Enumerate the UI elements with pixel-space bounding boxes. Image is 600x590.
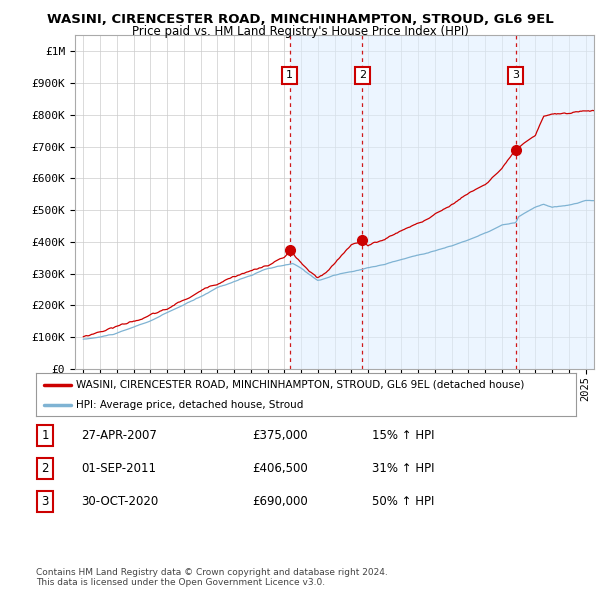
Text: Price paid vs. HM Land Registry's House Price Index (HPI): Price paid vs. HM Land Registry's House … <box>131 25 469 38</box>
Text: 2: 2 <box>359 70 366 80</box>
Text: 27-APR-2007: 27-APR-2007 <box>81 430 157 442</box>
Text: 31% ↑ HPI: 31% ↑ HPI <box>372 463 434 476</box>
Text: WASINI, CIRENCESTER ROAD, MINCHINHAMPTON, STROUD, GL6 9EL (detached house): WASINI, CIRENCESTER ROAD, MINCHINHAMPTON… <box>77 380 525 390</box>
Text: Contains HM Land Registry data © Crown copyright and database right 2024.
This d: Contains HM Land Registry data © Crown c… <box>36 568 388 587</box>
Text: 1: 1 <box>41 430 49 442</box>
Text: 30-OCT-2020: 30-OCT-2020 <box>81 496 158 509</box>
Text: HPI: Average price, detached house, Stroud: HPI: Average price, detached house, Stro… <box>77 401 304 410</box>
Text: 3: 3 <box>512 70 520 80</box>
Text: £690,000: £690,000 <box>252 496 308 509</box>
Text: £406,500: £406,500 <box>252 463 308 476</box>
Text: 3: 3 <box>41 496 49 509</box>
Text: 01-SEP-2011: 01-SEP-2011 <box>81 463 156 476</box>
Text: 2: 2 <box>41 463 49 476</box>
Text: 15% ↑ HPI: 15% ↑ HPI <box>372 430 434 442</box>
Text: 50% ↑ HPI: 50% ↑ HPI <box>372 496 434 509</box>
Text: £375,000: £375,000 <box>252 430 308 442</box>
Text: 1: 1 <box>286 70 293 80</box>
Bar <box>290 35 600 369</box>
Text: WASINI, CIRENCESTER ROAD, MINCHINHAMPTON, STROUD, GL6 9EL: WASINI, CIRENCESTER ROAD, MINCHINHAMPTON… <box>47 13 553 26</box>
